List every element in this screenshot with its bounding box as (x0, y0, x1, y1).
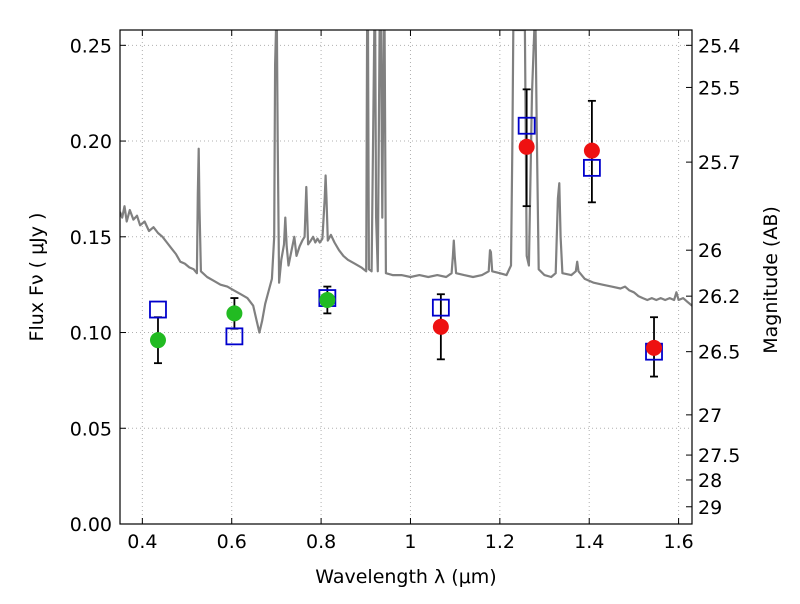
data-point (149, 332, 166, 349)
y-tick-label: 0.25 (70, 35, 112, 57)
plot-area (120, 30, 692, 378)
spectrum-line (120, 30, 692, 334)
right-tick-label: 27.5 (698, 445, 740, 467)
right-tick-label: 27 (698, 405, 722, 427)
model-square-point (225, 327, 244, 346)
plot-frame (119, 29, 693, 525)
y-tick-label: 0.00 (70, 514, 112, 536)
data-point (226, 305, 243, 322)
data-point (646, 339, 663, 356)
x-axis-title: Wavelength λ (μm) (315, 566, 496, 588)
right-tick-label: 26 (698, 240, 722, 262)
axes: 0.4 0.6 0.8 1 1.2 1.4 1.6 0.00 0.05 0.10 0.15 0.20 0… (70, 29, 740, 553)
right-tick-label: 25.7 (698, 152, 740, 174)
right-tick-label: 25.5 (698, 77, 740, 99)
right-tick-label: 29 (698, 497, 722, 519)
y-tick-label: 0.20 (70, 131, 112, 153)
data-point (432, 318, 449, 335)
y-tick-label: 0.10 (70, 323, 112, 345)
x-tick-label: 1 (404, 531, 416, 553)
model-square-point (149, 300, 167, 319)
right-tick-label: 28 (698, 470, 722, 492)
y-axis-title: Flux Fν ( μJy ) (26, 213, 48, 342)
y-tick-label: 0.15 (70, 227, 112, 249)
data-point (319, 291, 336, 308)
x-tick-label: 1.4 (574, 531, 604, 553)
model-square-point (517, 116, 536, 135)
x-tick-label: 0.8 (306, 531, 336, 553)
model-square-point (583, 158, 601, 177)
x-tick-label: 1.2 (485, 531, 515, 553)
x-tick-label: 0.4 (127, 531, 157, 553)
data-point (518, 138, 535, 155)
right-tick-label: 25.4 (698, 35, 740, 57)
x-tick-label: 1.6 (663, 531, 693, 553)
model-square-point (431, 298, 450, 317)
right-axis-title: Magnitude (AB) (760, 206, 782, 354)
y-tick-label: 0.05 (70, 418, 112, 440)
x-tick-label: 0.6 (217, 531, 247, 553)
right-tick-label: 26.2 (698, 286, 740, 308)
right-tick-label: 26.5 (698, 342, 740, 364)
data-point (583, 142, 600, 159)
